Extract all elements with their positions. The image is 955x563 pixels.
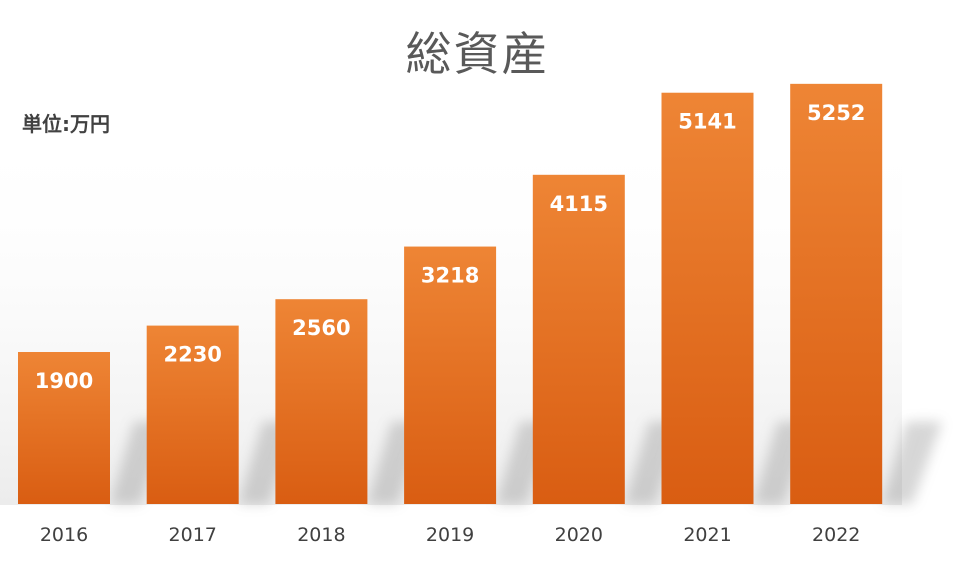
bar-2020 (532, 174, 625, 505)
bar-2022 (790, 83, 883, 504)
data-label: 5252 (807, 101, 865, 125)
data-label: 2560 (292, 316, 350, 340)
x-tick-label: 2017 (169, 524, 217, 546)
bar-2021 (661, 92, 754, 504)
x-tick-labels: 2016 2017 2018 2019 2020 2021 2022 (40, 524, 861, 546)
data-label: 4115 (550, 192, 608, 216)
bars (18, 83, 883, 505)
x-tick-label: 2021 (683, 524, 731, 546)
data-labels: 1900 2230 2560 3218 4115 5141 5252 (35, 101, 866, 393)
bar-2018 (275, 299, 368, 504)
bar-2016 (18, 352, 110, 504)
data-label: 3218 (421, 264, 479, 288)
x-tick-label: 2018 (297, 524, 345, 546)
bar-shadow (882, 421, 943, 504)
data-label: 1900 (35, 369, 93, 393)
data-label: 2230 (163, 343, 221, 367)
bar-2017 (146, 325, 239, 504)
x-tick-label: 2019 (426, 524, 474, 546)
chart-title: 総資産 (405, 27, 550, 81)
x-tick-label: 2022 (812, 524, 860, 546)
data-label: 5141 (678, 110, 736, 134)
x-tick-label: 2020 (555, 524, 603, 546)
bar-2019 (404, 246, 497, 504)
x-tick-label: 2016 (40, 524, 88, 546)
